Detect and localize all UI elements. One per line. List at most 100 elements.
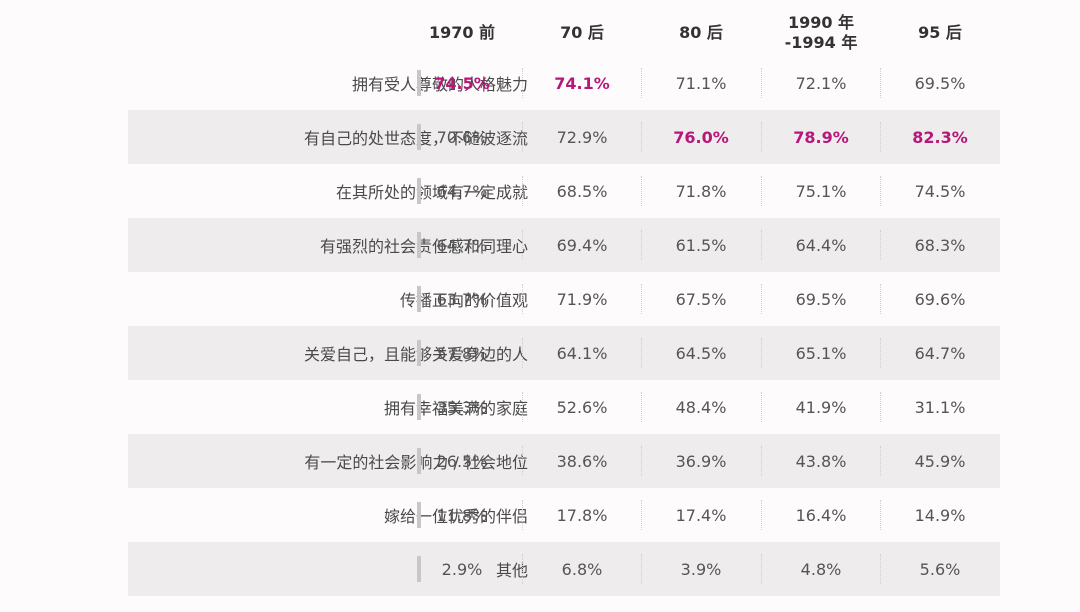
value-cell: 74.5%: [914, 181, 966, 201]
value-cell: 48.4%: [675, 397, 727, 417]
row-label: 其他: [495, 561, 528, 580]
column-divider: [761, 392, 762, 422]
row-label: 有自己的处世态度，不随波逐流: [303, 129, 528, 148]
column-divider: [880, 122, 881, 152]
value-cell: 17.4%: [675, 505, 727, 525]
row-label: 有强烈的社会责任感和同理心: [319, 237, 528, 256]
column-divider: [641, 176, 642, 206]
column-divider: [880, 392, 881, 422]
table-row: 有自己的处世态度，不随波逐流 70.6% 72.9% 76.0% 78.9% 82.3%: [128, 110, 1000, 164]
row-marker: [417, 556, 421, 582]
row-label: 有一定的社会影响力 / 社会地位: [304, 453, 528, 472]
value-cell: 17.8%: [556, 505, 608, 525]
column-header: 80 后: [679, 23, 723, 42]
column-divider: [880, 284, 881, 314]
column-divider: [761, 122, 762, 152]
value-cell: 74.5%: [434, 73, 490, 93]
value-cell: 82.3%: [912, 127, 968, 147]
column-divider: [641, 68, 642, 98]
column-divider: [761, 500, 762, 530]
value-cell: 75.1%: [795, 181, 847, 201]
column-divider: [522, 338, 523, 368]
row-label: 在其所处的领域有一定成就: [335, 183, 528, 202]
table-row: 嫁给一位优秀的伴侣 11.8% 17.8% 17.4% 16.4% 14.9%: [128, 488, 1000, 542]
value-cell: 72.1%: [795, 73, 847, 93]
value-cell: 4.8%: [800, 559, 842, 579]
value-cell: 71.8%: [675, 181, 727, 201]
column-divider: [522, 392, 523, 422]
row-marker: [417, 178, 421, 204]
value-cell: 52.6%: [556, 397, 608, 417]
table-row: 在其所处的领域有一定成就 64.7% 68.5% 71.8% 75.1% 74.5%: [128, 164, 1000, 218]
column-divider: [641, 122, 642, 152]
table-row: 拥有受人尊敬的人格魅力 74.5% 74.1% 71.1% 72.1% 69.5%: [128, 56, 1000, 110]
value-cell: 69.5%: [914, 73, 966, 93]
value-cell: 74.1%: [554, 73, 610, 93]
value-cell: 69.4%: [556, 235, 608, 255]
value-cell: 3.9%: [680, 559, 722, 579]
value-cell: 64.1%: [556, 343, 608, 363]
value-cell: 63.7%: [436, 289, 488, 309]
value-cell: 5.6%: [919, 559, 961, 579]
value-cell: 57.8%: [436, 343, 488, 363]
value-cell: 11.8%: [436, 505, 488, 525]
column-header: 95 后: [918, 23, 962, 42]
value-cell: 43.8%: [795, 451, 847, 471]
row-marker: [417, 340, 421, 366]
column-divider: [522, 554, 523, 584]
column-divider: [641, 500, 642, 530]
value-cell: 78.9%: [793, 127, 849, 147]
column-divider: [522, 230, 523, 260]
value-cell: 16.4%: [795, 505, 847, 525]
table-row: 拥有幸福美满的家庭 35.3% 52.6% 48.4% 41.9% 31.1%: [128, 380, 1000, 434]
column-header: 1970 前: [428, 23, 496, 42]
column-divider: [522, 176, 523, 206]
value-cell: 2.9%: [441, 559, 483, 579]
row-label: 传播正向的价值观: [399, 291, 528, 310]
column-divider: [522, 446, 523, 476]
column-divider: [761, 446, 762, 476]
table-row: 传播正向的价值观 63.7% 71.9% 67.5% 69.5% 69.6%: [128, 272, 1000, 326]
column-divider: [641, 392, 642, 422]
column-divider: [641, 446, 642, 476]
column-divider: [641, 554, 642, 584]
value-cell: 71.1%: [675, 73, 727, 93]
value-cell: 69.5%: [795, 289, 847, 309]
value-cell: 71.9%: [556, 289, 608, 309]
value-cell: 36.9%: [675, 451, 727, 471]
table-row: 其他 2.9% 6.8% 3.9% 4.8% 5.6%: [128, 542, 1000, 596]
column-divider: [522, 500, 523, 530]
row-marker: [417, 286, 421, 312]
value-cell: 64.7%: [436, 235, 488, 255]
value-cell: 68.3%: [914, 235, 966, 255]
value-cell: 35.3%: [436, 397, 488, 417]
value-cell: 14.9%: [914, 505, 966, 525]
value-cell: 68.5%: [556, 181, 608, 201]
row-label: 关爱自己，且能够关爱身边的人: [303, 345, 528, 364]
value-cell: 69.6%: [914, 289, 966, 309]
column-divider: [522, 122, 523, 152]
column-header: 1990 年 -1994 年: [784, 13, 858, 52]
value-cell: 64.5%: [675, 343, 727, 363]
table-row: 有一定的社会影响力 / 社会地位 26.5% 38.6% 36.9% 43.8% 45.9…: [128, 434, 1000, 488]
value-cell: 61.5%: [675, 235, 727, 255]
column-divider: [880, 446, 881, 476]
column-divider: [641, 230, 642, 260]
column-divider: [880, 554, 881, 584]
value-cell: 26.5%: [436, 451, 488, 471]
column-divider: [761, 338, 762, 368]
row-marker: [417, 502, 421, 528]
table-row: 有强烈的社会责任感和同理心 64.7% 69.4% 61.5% 64.4% 68.3%: [128, 218, 1000, 272]
column-divider: [880, 338, 881, 368]
column-divider: [761, 554, 762, 584]
value-cell: 38.6%: [556, 451, 608, 471]
value-cell: 76.0%: [673, 127, 729, 147]
value-cell: 67.5%: [675, 289, 727, 309]
column-divider: [522, 68, 523, 98]
column-divider: [880, 68, 881, 98]
column-divider: [641, 338, 642, 368]
value-cell: 45.9%: [914, 451, 966, 471]
value-cell: 70.6%: [436, 127, 488, 147]
value-cell: 6.8%: [561, 559, 603, 579]
